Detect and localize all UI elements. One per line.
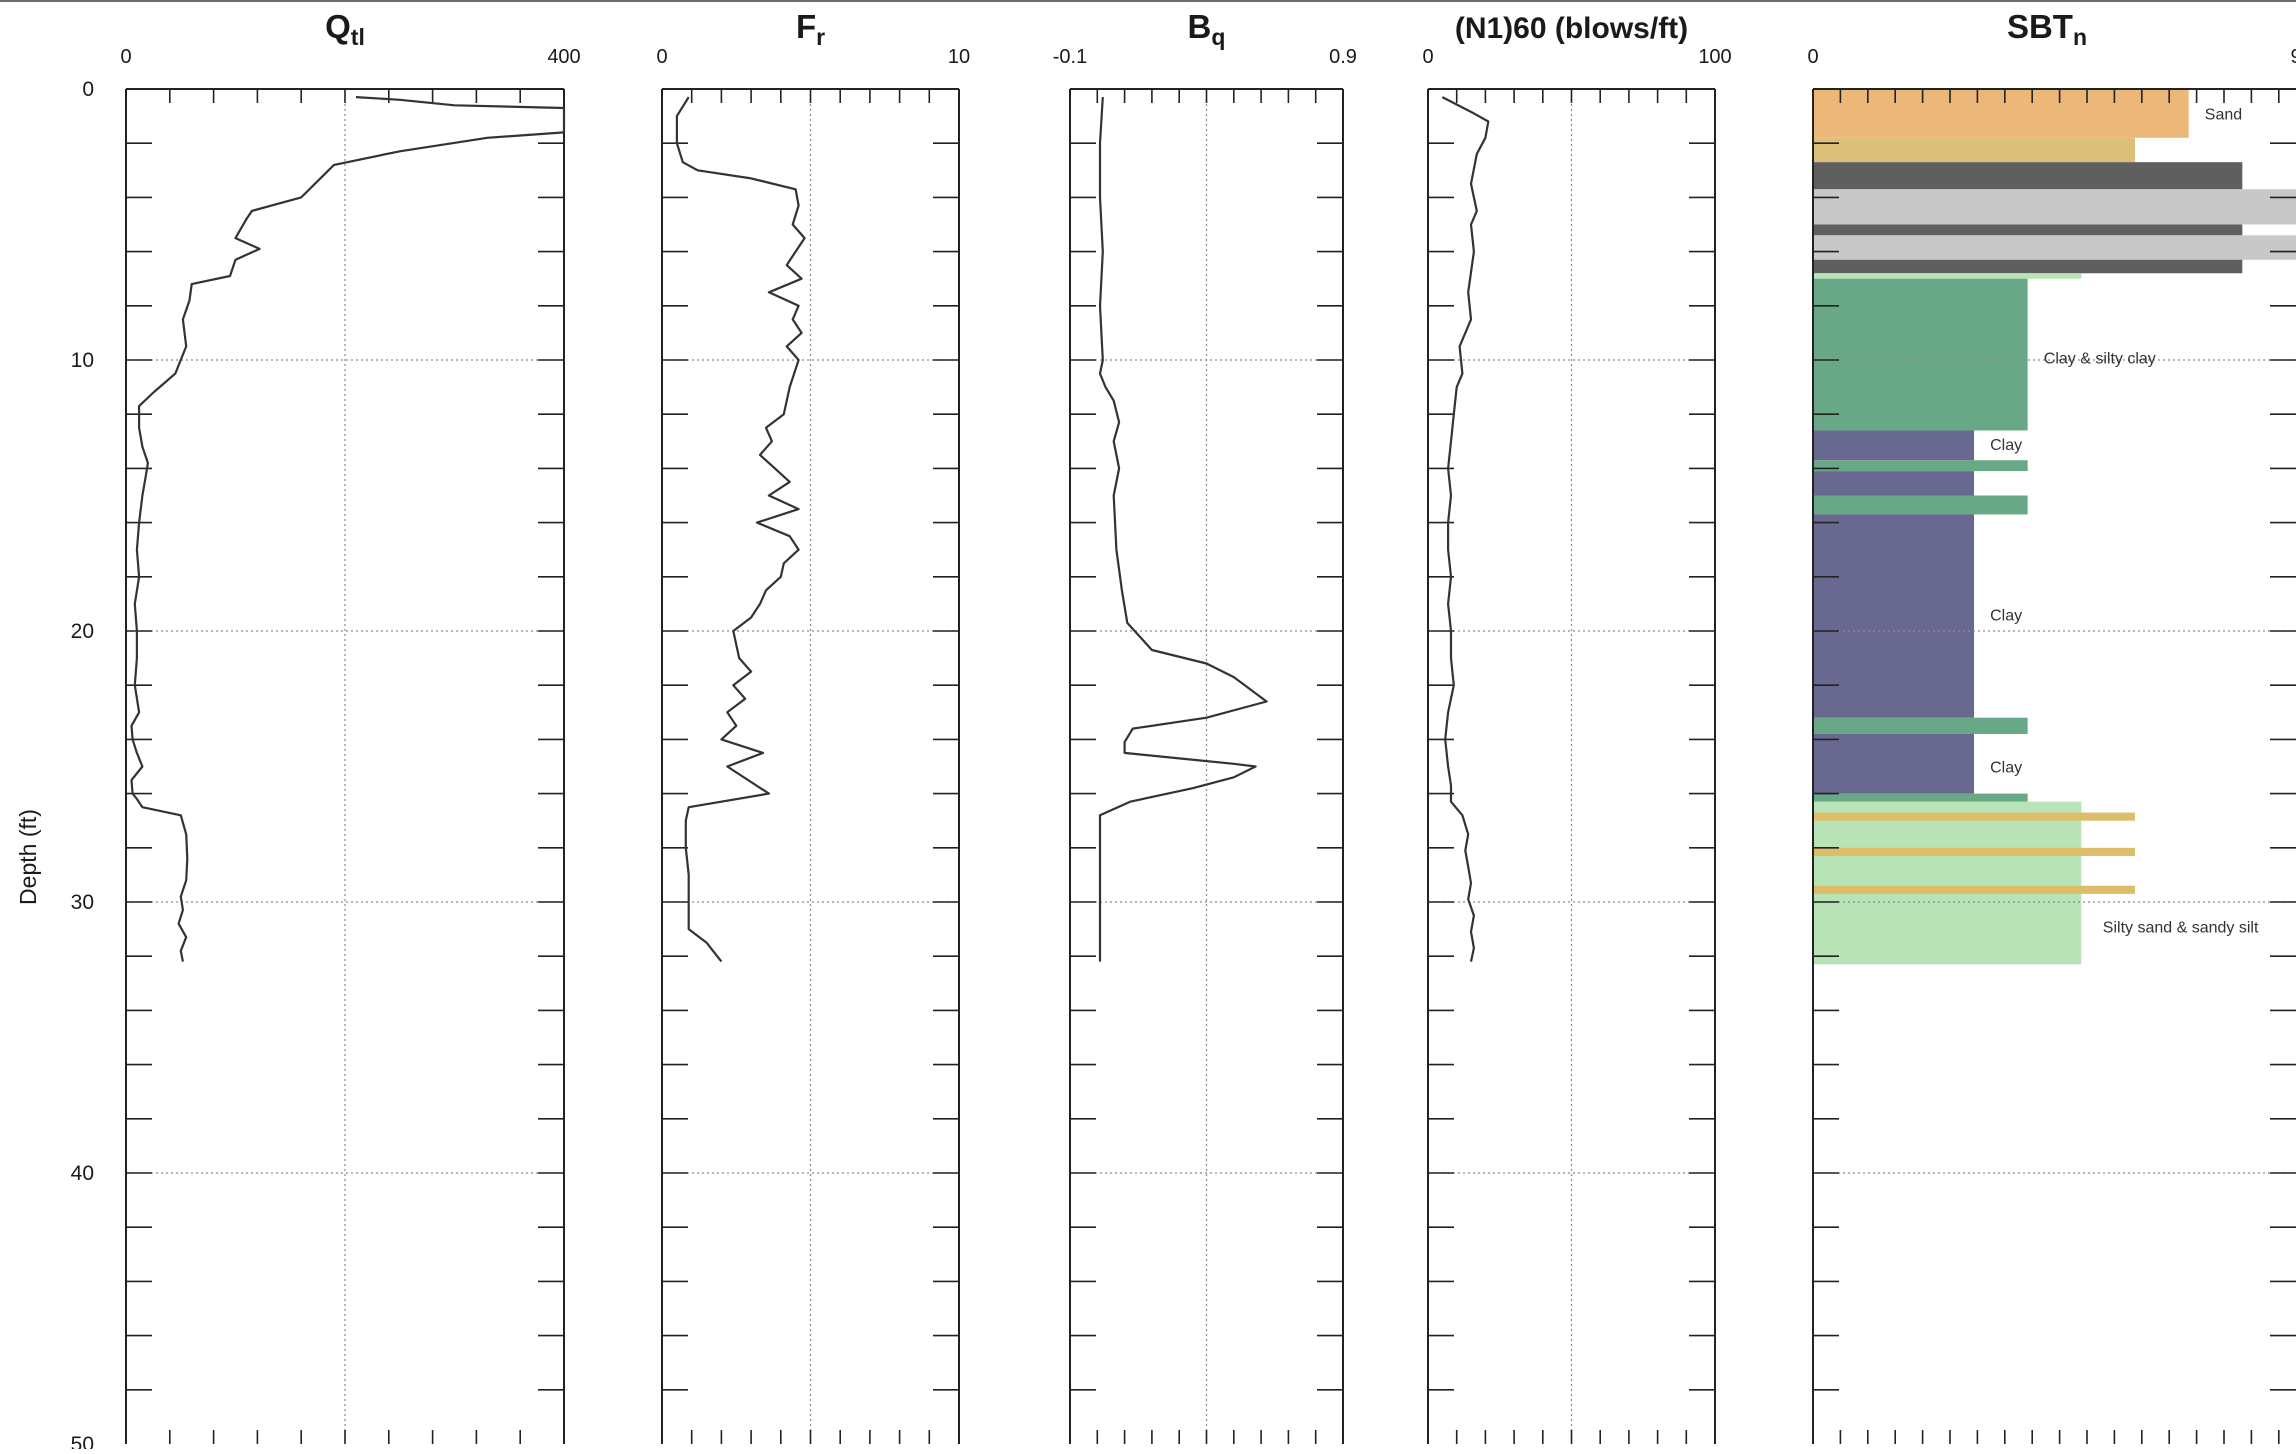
sbt-layer-bar <box>1813 717 2028 734</box>
sbt-layer-bar <box>1813 278 2028 431</box>
sbt-layer-bar <box>1813 812 2135 821</box>
depth-tick-label: 40 <box>71 1162 94 1185</box>
sbt-layer-bar <box>1813 235 2296 260</box>
sbt-layer-bar <box>1813 430 1974 461</box>
sbt-layer-bar <box>1813 224 2243 236</box>
data-series-line <box>675 96 806 963</box>
sbt-layer-bar <box>1813 514 1974 718</box>
x-tick-label: 0 <box>1807 46 1818 68</box>
depth-tick-label: 0 <box>82 78 94 101</box>
panel-title: (N1)60 (blows/ft) <box>1455 12 1688 45</box>
x-tick-label: 0 <box>120 46 131 68</box>
x-tick-label: 0 <box>656 46 667 68</box>
panel-title: Qtl <box>325 8 365 50</box>
depth-tick-label: 20 <box>71 620 94 643</box>
chart-panel-1: Qtl 0 400 <box>120 8 581 1444</box>
x-tick-label: 0.9 <box>1329 46 1357 68</box>
chart-panel-2: Fr 0 10 <box>656 8 970 1444</box>
sbt-layer-bar <box>1813 733 1974 794</box>
chart-panel-4: (N1)60 (blows/ft) 0 100 <box>1422 12 1732 1444</box>
depth-tick-label: 10 <box>71 349 94 372</box>
sbt-zone-label: Clay & silty clay <box>2044 350 2156 367</box>
sbt-zone-label: Silty sand & sandy silt <box>2103 919 2259 936</box>
panel-title: Bq <box>1188 8 1226 50</box>
panel-title: Fr <box>796 8 825 50</box>
sbt-layer-bar <box>1813 189 2296 225</box>
sbt-zone-label: Sand <box>2205 106 2242 123</box>
sbt-layer-bar <box>1813 162 2243 190</box>
sbt-zone-label: Clay <box>1990 608 2022 625</box>
chart-panel-5: SBTn09SandVery dense/stiff soil*Clay & s… <box>1807 8 2296 1444</box>
sbt-layer-bar <box>1813 273 2082 279</box>
sbt-layer-bar <box>1813 89 2189 138</box>
x-tick-label: 100 <box>1698 46 1731 68</box>
sbt-zone-label: Clay <box>1990 437 2022 454</box>
sbt-layer-bar <box>1813 793 2028 802</box>
sbt-layer-bar <box>1813 885 2135 894</box>
sbt-zone-label: Clay <box>1990 760 2022 777</box>
x-tick-label: -0.1 <box>1053 46 1087 68</box>
sbt-layer-bar <box>1813 460 2028 472</box>
sbt-layer-bar <box>1813 801 2082 965</box>
sbt-layer-bar <box>1813 471 1974 496</box>
sbt-layer-bar <box>1813 137 2135 163</box>
depth-tick-label: 30 <box>71 891 94 914</box>
top-border <box>0 0 2296 2</box>
x-tick-label: 9 <box>2290 46 2296 68</box>
sbt-layer-bar <box>1813 259 2243 274</box>
data-series-line <box>1441 96 1490 962</box>
depth-tick-label: 50 <box>71 1433 94 1449</box>
sbt-layer-bar <box>1813 495 2028 515</box>
sbt-layer-bar <box>1813 847 2135 856</box>
data-series-line <box>130 96 566 962</box>
depth-axis-label: Depth (ft) <box>15 809 41 905</box>
chart-panel-3: Bq -0.1 0.9 <box>1053 8 1357 1444</box>
x-tick-label: 400 <box>547 46 580 68</box>
x-tick-label: 0 <box>1422 46 1433 68</box>
data-series-line <box>1098 97 1268 962</box>
x-tick-label: 10 <box>948 46 970 68</box>
panel-title: SBTn <box>2007 8 2087 50</box>
